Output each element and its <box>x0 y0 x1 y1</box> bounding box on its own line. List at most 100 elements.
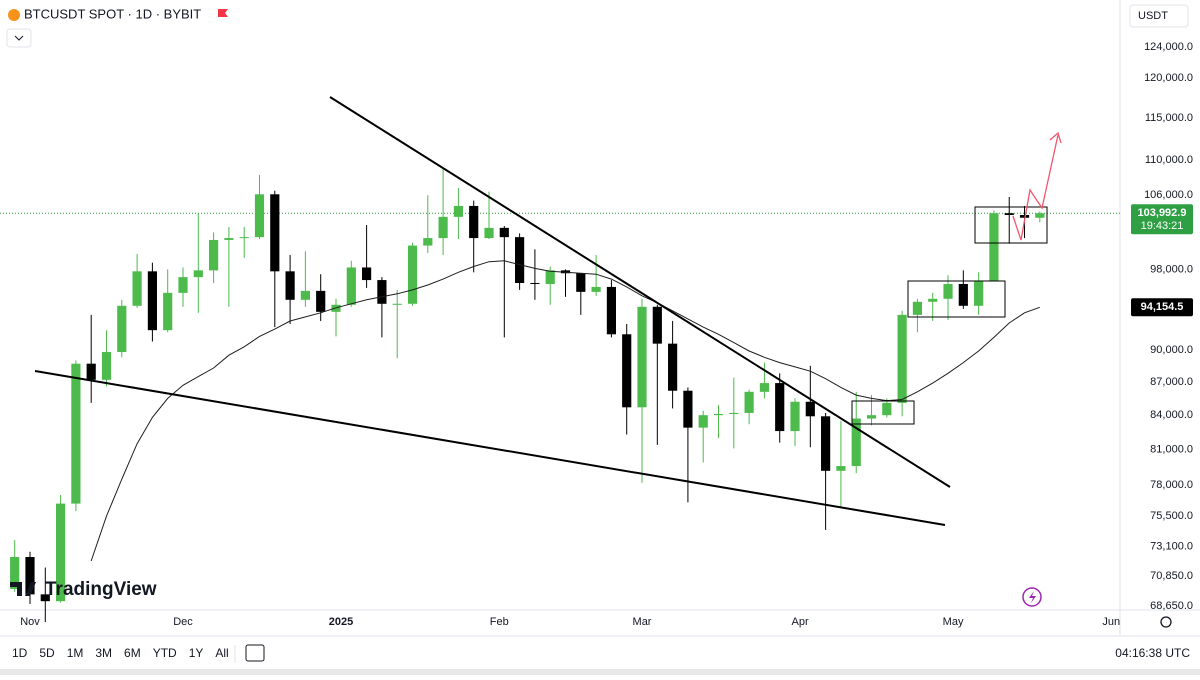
x-tick-label: Dec <box>173 616 193 628</box>
arrow-path <box>1012 134 1059 241</box>
candle-body <box>744 391 754 413</box>
range-button[interactable]: 1D <box>12 646 28 660</box>
y-tick-label: 81,000.0 <box>1150 443 1193 455</box>
candle-body <box>469 205 479 239</box>
bottom-bar <box>0 669 1200 675</box>
arrow-head <box>1049 131 1062 144</box>
settings-icon[interactable] <box>1160 616 1172 628</box>
range-button[interactable]: 1Y <box>189 646 204 660</box>
candle-body <box>912 301 923 315</box>
y-tick-label: 120,000.0 <box>1144 72 1193 84</box>
candle-body <box>882 402 892 416</box>
candle-body <box>407 245 418 304</box>
x-tick-label: Mar <box>633 616 652 628</box>
candle-body <box>713 414 724 416</box>
projection-arrow <box>1012 131 1062 241</box>
candle-body <box>101 352 112 380</box>
range-box <box>851 400 915 425</box>
currency: USDT <box>1138 10 1168 22</box>
candle-body <box>132 271 142 306</box>
candle-body <box>698 415 708 428</box>
logo-mark <box>10 582 36 596</box>
candle-body <box>40 594 50 602</box>
candle-body <box>821 416 831 471</box>
candle-body <box>147 271 157 331</box>
toolbar: 04:16:38 UTC 1D 5D 1M 3M 6M YTD 1Y All <box>12 644 1190 663</box>
alert-icon[interactable] <box>1022 587 1042 607</box>
ma-price-label: 94,154.5 <box>1141 301 1184 313</box>
candle-body <box>974 281 984 306</box>
candle-body <box>193 270 203 278</box>
candle-body <box>1019 215 1030 218</box>
candle-body <box>178 277 188 293</box>
collapse-button[interactable] <box>6 28 32 48</box>
candle-body <box>637 306 647 408</box>
y-tick-label: 110,000.0 <box>1145 154 1193 166</box>
candle-body <box>423 238 433 246</box>
candle-body <box>239 237 249 239</box>
last-price-label: 103,992.9 <box>1138 207 1187 219</box>
plot <box>0 168 1120 622</box>
candle-body <box>866 415 877 419</box>
range-button[interactable]: All <box>215 646 228 660</box>
y-tick-label: 106,000.0 <box>1144 189 1193 201</box>
candle-body <box>652 306 662 344</box>
candle-body <box>56 503 66 602</box>
y-tick-label: 115,000.0 <box>1145 112 1193 124</box>
candle-body <box>285 271 295 300</box>
countdown-label: 19:43:21 <box>1141 220 1184 232</box>
range-button[interactable]: 1M <box>67 646 84 660</box>
chart-title: BTCUSDT SPOT · 1D · BYBIT <box>24 6 201 21</box>
range-button[interactable]: 6M <box>124 646 141 660</box>
bolt <box>1029 591 1036 603</box>
candle-body <box>209 239 219 271</box>
range-box <box>907 280 1006 318</box>
candle-body <box>928 298 938 302</box>
candle-body <box>346 267 356 305</box>
candle-body <box>1035 213 1045 218</box>
candle-body <box>254 194 265 238</box>
candle-body <box>790 401 800 432</box>
candle-body <box>545 270 555 284</box>
candle-body <box>515 237 525 284</box>
candle-body <box>958 283 968 306</box>
y-tick-label: 75,500.0 <box>1150 510 1193 522</box>
candle-body <box>775 383 785 432</box>
trend-line <box>34 370 946 526</box>
candle-body <box>377 280 387 304</box>
flag-icon <box>218 9 228 17</box>
candle-body <box>943 283 953 299</box>
calendar-icon[interactable] <box>245 644 265 662</box>
drawings <box>34 96 951 526</box>
candle-body <box>989 213 999 282</box>
y-tick-label: 73,100.0 <box>1150 541 1193 553</box>
range-button[interactable]: 3M <box>95 646 112 660</box>
candle-body <box>668 343 678 391</box>
candle-body <box>117 305 127 353</box>
moving-average <box>90 260 1040 562</box>
candle-body <box>897 314 907 403</box>
x-tick-label: Nov <box>20 616 40 628</box>
candle-body <box>729 412 739 415</box>
candle-body <box>392 303 402 305</box>
currency-button[interactable] <box>1129 4 1189 28</box>
candle-body <box>86 363 96 380</box>
last-price-tag <box>1131 204 1193 235</box>
watermark-text: TradingView <box>45 579 157 600</box>
candle-body <box>622 334 632 408</box>
range-button[interactable]: 5D <box>39 646 55 660</box>
range-button[interactable]: YTD <box>153 646 177 660</box>
candle-body <box>163 292 173 331</box>
candle-body <box>224 238 234 240</box>
candle-body <box>759 383 770 392</box>
candle-body <box>25 557 35 595</box>
candle-body <box>591 286 601 292</box>
candle-body <box>836 466 846 471</box>
candle-body <box>805 401 815 417</box>
x-tick-label: Apr <box>792 616 809 628</box>
coin-icon <box>8 9 20 21</box>
ma-price-tag <box>1131 298 1193 317</box>
candle-body <box>530 283 540 285</box>
